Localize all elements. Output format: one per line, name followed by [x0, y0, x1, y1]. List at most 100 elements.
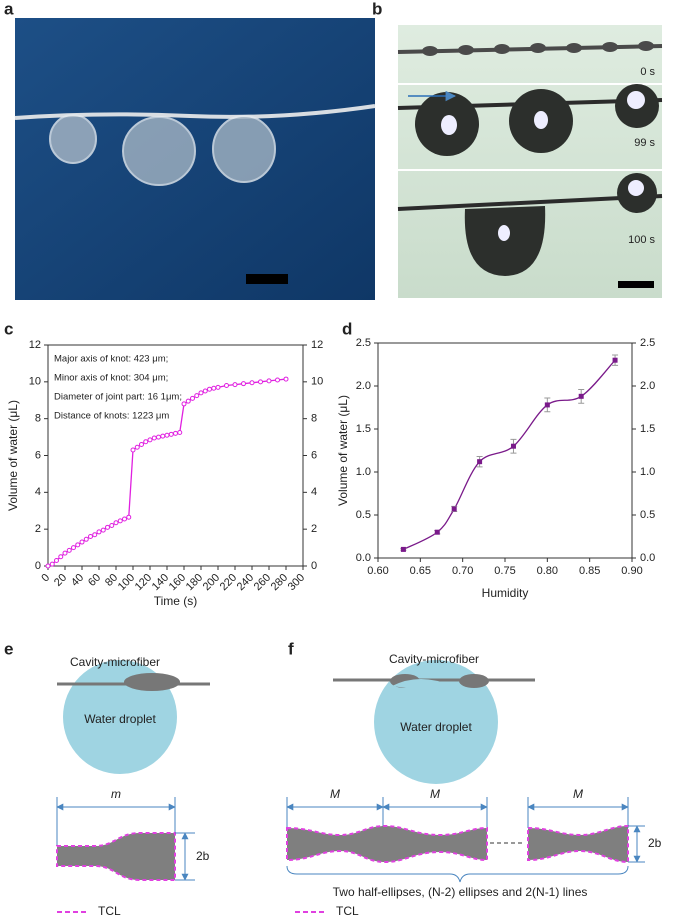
x-tick-label: 0.65 [410, 565, 431, 577]
data-point [232, 382, 238, 388]
y2-tick-label: 6 [311, 449, 317, 461]
x-tick-label: 0.75 [494, 565, 515, 577]
y2-tick-label: 0.5 [640, 509, 655, 521]
time-label: 100 s [628, 234, 655, 246]
dimension-label: 2b [648, 836, 662, 850]
y2-tick-label: 2.5 [640, 337, 655, 349]
dimension-label: 2b [196, 849, 210, 863]
x-axis-label: Time (s) [154, 594, 198, 608]
photo-b [397, 25, 663, 298]
x-tick-label: 0.90 [621, 565, 642, 577]
y2-tick-label: 8 [311, 413, 317, 425]
data-point [113, 520, 119, 526]
panel-label: f [288, 639, 294, 658]
data-point [194, 393, 200, 399]
data-point [181, 401, 187, 407]
annotation: Distance of knots: 1223 μm [54, 411, 169, 422]
y-tick-label: 0.5 [356, 509, 371, 521]
dimension-label: m [111, 787, 121, 801]
data-point [71, 545, 76, 551]
data-point [79, 539, 85, 545]
data-point [249, 380, 255, 386]
photo-a [14, 18, 376, 300]
y-tick-label: 2.5 [356, 337, 371, 349]
data-point [75, 542, 81, 548]
data-point [215, 384, 221, 390]
data-point [88, 534, 93, 540]
data-point [151, 435, 157, 441]
x-tick-label: 40 [69, 572, 86, 589]
data-point [49, 561, 55, 567]
data-line [403, 359, 616, 550]
data-point [258, 379, 263, 385]
data-point [45, 563, 51, 569]
data-point [156, 434, 161, 440]
data-point [126, 514, 132, 520]
y-tick-label: 4 [35, 486, 41, 498]
data-point [185, 398, 191, 404]
data-point [283, 376, 289, 382]
time-label: 99 s [634, 137, 655, 149]
y-tick-label: 8 [35, 413, 41, 425]
x-axis-label: Humidity [482, 586, 529, 600]
x-tick-label: 0.80 [537, 565, 558, 577]
y-axis-label: Volume of water (μL) [336, 395, 350, 506]
y-tick-label: 6 [35, 449, 41, 461]
data-point [139, 441, 144, 447]
y2-tick-label: 1.0 [640, 466, 655, 478]
data-point [66, 547, 72, 553]
y-tick-label: 1.0 [356, 466, 371, 478]
y2-tick-label: 10 [311, 376, 323, 388]
annotation: Diameter of joint part: 16 1μm; [54, 392, 182, 403]
data-point [105, 524, 110, 530]
x-tick-label: 300 [286, 572, 307, 593]
data-point [198, 390, 204, 396]
data-point [578, 393, 584, 399]
panel-label: c [4, 319, 13, 338]
data-point [207, 386, 212, 392]
y2-tick-label: 2 [311, 523, 317, 535]
caption: Two half-ellipses, (N-2) ellipses and 2(… [333, 885, 588, 899]
data-point [275, 377, 280, 383]
data-point [266, 378, 272, 384]
panel-label: d [342, 319, 352, 338]
data-point [147, 437, 153, 443]
data-point [134, 444, 140, 450]
dimension-label: M [430, 787, 440, 801]
annotation: Major axis of knot: 423 μm; [54, 354, 168, 365]
data-point [477, 459, 483, 465]
diagram-f [286, 660, 645, 913]
data-line [47, 378, 287, 567]
data-point [202, 388, 208, 394]
x-tick-label: 0.85 [579, 565, 600, 577]
y-axis-label: Volume of water (μL) [6, 400, 20, 511]
dimension-label: M [573, 787, 583, 801]
legend-label: TCL [336, 904, 359, 918]
panel-label: b [372, 0, 382, 18]
label: Cavity-microfiber [70, 655, 160, 669]
y2-tick-label: 4 [311, 486, 317, 498]
panel-label: a [4, 0, 14, 18]
legend-label: TCL [98, 904, 121, 918]
dimension-label: M [330, 787, 340, 801]
x-tick-label: 20 [52, 572, 69, 589]
data-point [177, 429, 183, 435]
y-tick-label: 0.0 [356, 552, 371, 564]
label: Cavity-microfiber [389, 652, 479, 666]
data-point [434, 529, 440, 535]
y-tick-label: 2 [35, 523, 41, 535]
data-point [117, 518, 123, 524]
data-point [612, 357, 618, 363]
y2-tick-label: 12 [311, 339, 323, 351]
data-point [510, 443, 516, 449]
label: Water droplet [400, 720, 472, 734]
panel-label: e [4, 639, 13, 658]
data-point [109, 522, 115, 528]
y-tick-label: 10 [29, 376, 41, 388]
data-point [58, 554, 64, 560]
diagram-e [56, 660, 210, 913]
data-point [130, 447, 136, 453]
data-point [164, 432, 170, 438]
